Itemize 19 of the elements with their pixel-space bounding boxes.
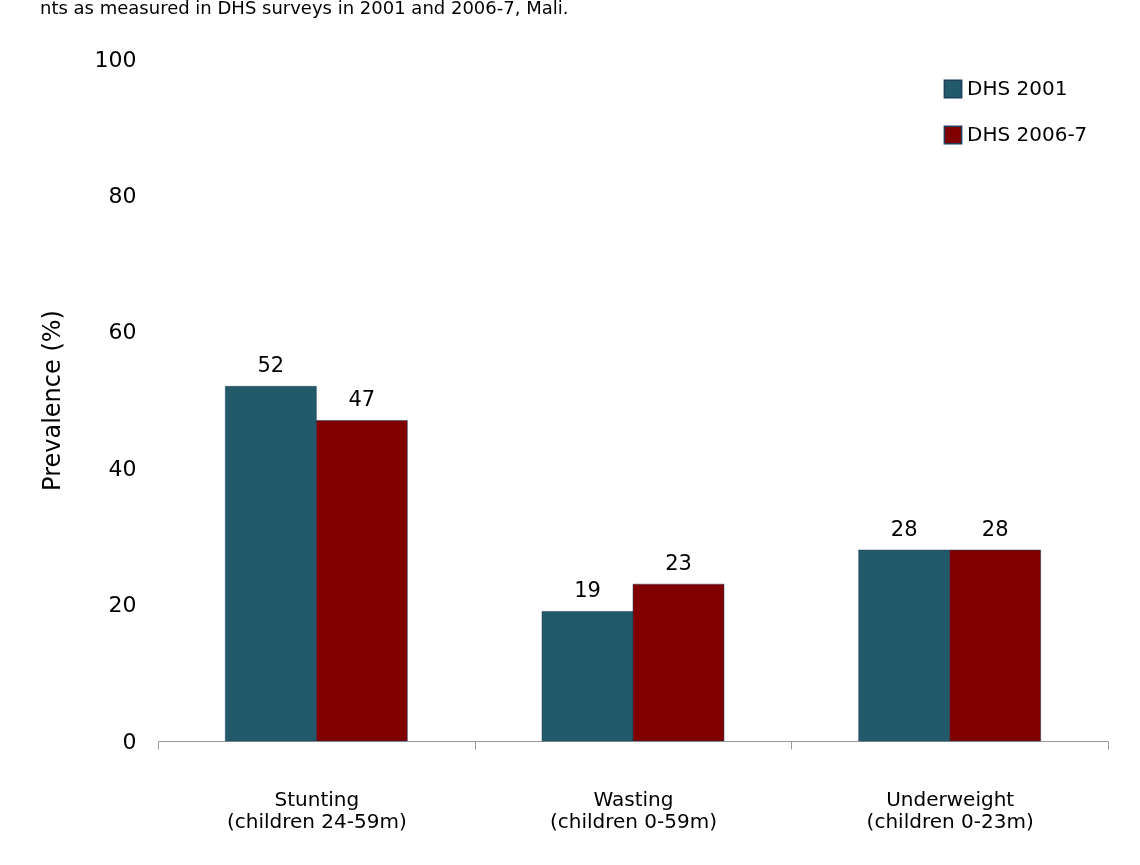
y-tick-label: 0	[122, 728, 137, 754]
legend-label: DHS 2006-7	[967, 122, 1088, 146]
y-tick-label: 80	[108, 182, 137, 208]
y-tick-label: 60	[108, 319, 137, 345]
data-label: 23	[665, 551, 692, 576]
chart-title: nts as measured in DHS surveys in 2001 and 2006-7, Mali.	[40, 0, 569, 18]
x-tick-label: Stunting (children 24-59m)	[226, 786, 407, 833]
data-label: 47	[348, 387, 376, 412]
x-tick-label: Underweight (children 0-23m)	[866, 786, 1034, 833]
y-tick-label: 20	[108, 592, 137, 618]
y-tick-label: 100	[94, 46, 137, 72]
legend-label: DHS 2001	[967, 76, 1068, 100]
y-tick-label: 40	[108, 455, 137, 481]
y-axis-title: Prevalence (%)	[37, 310, 66, 491]
x-tick-label: Wasting (children 0-59m)	[549, 786, 718, 833]
data-label: 19	[574, 578, 601, 603]
data-label: 28	[890, 517, 918, 542]
data-label: 52	[257, 353, 285, 378]
data-label: 28	[981, 517, 1009, 542]
